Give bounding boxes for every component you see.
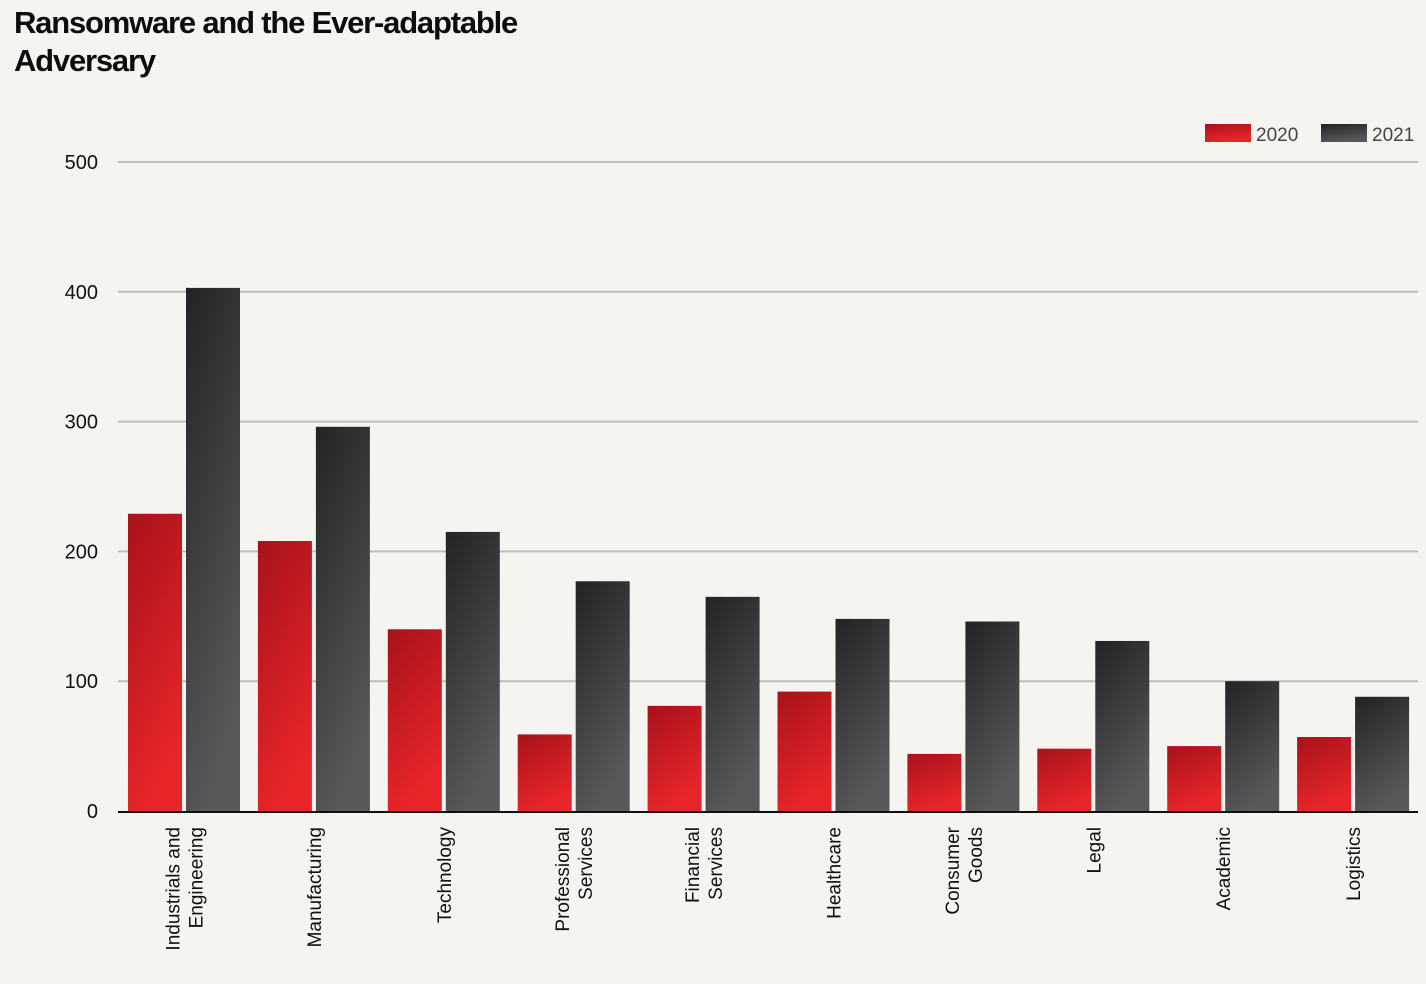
bar-2021-1 (315, 426, 370, 811)
category-label-line: Services (706, 827, 727, 900)
category-label-line: Financial (683, 827, 704, 903)
category-label-6: Consumer Goods (943, 826, 987, 914)
category-label-7: Legal (1084, 827, 1105, 874)
bars (128, 287, 1410, 811)
category-label-line: Academic (1214, 827, 1235, 910)
y-tick-label: 300 (65, 412, 98, 434)
chart-title: Ransomware and the Ever-adaptable Advers… (14, 4, 518, 80)
legend-label: 2021 (1372, 125, 1414, 146)
category-label-4: Financial Services (683, 827, 727, 903)
bar-2021-4 (705, 596, 760, 811)
bar-2020-3 (517, 734, 572, 811)
category-label-1: Manufacturing (305, 827, 326, 947)
chart-title-line-1: Ransomware and the Ever-adaptable (14, 5, 518, 40)
bar-2021-9 (1355, 696, 1410, 811)
legend-label: 2020 (1256, 125, 1298, 146)
category-label-line: Professional (553, 827, 574, 932)
y-tick-label: 100 (65, 671, 98, 693)
bar-2021-6 (965, 621, 1020, 811)
bar-2020-2 (387, 629, 442, 811)
bar-2020-9 (1297, 737, 1352, 811)
bar-2020-4 (647, 705, 702, 811)
category-label-line: Consumer (943, 826, 964, 914)
legend-item-2021: 2021 (1321, 124, 1414, 146)
category-label-line: Services (576, 827, 597, 900)
legend-item-2020: 2020 (1205, 124, 1298, 146)
category-label-3: Professional Services (553, 827, 597, 932)
y-tick-label: 0 (87, 801, 98, 823)
bar-2020-0 (128, 513, 182, 811)
bar-2020-6 (907, 753, 962, 811)
category-label-line: Engineering (187, 827, 208, 928)
y-axis-ticks: 0 100 200 300 400 500 (65, 152, 98, 823)
bar-2021-8 (1225, 681, 1280, 811)
category-label-line: Healthcare (825, 827, 846, 919)
category-label-line: Goods (966, 827, 987, 883)
category-label-2: Technology (435, 827, 456, 924)
gridlines (118, 161, 1418, 683)
category-label-9: Logistics (1344, 827, 1365, 901)
category-label-5: Healthcare (825, 827, 846, 919)
bar-2021-0 (186, 287, 240, 811)
y-tick-label: 500 (65, 152, 98, 174)
category-label-line: Legal (1084, 827, 1105, 874)
bar-2021-7 (1095, 640, 1150, 811)
bar-2020-1 (257, 541, 312, 811)
category-label-8: Academic (1214, 827, 1235, 910)
y-tick-label: 200 (65, 541, 98, 563)
bar-2021-2 (445, 531, 500, 811)
category-label-line: Manufacturing (305, 827, 326, 947)
chart-title-line-2: Adversary (14, 43, 156, 78)
bar-2020-8 (1167, 746, 1222, 811)
legend-swatch (1321, 124, 1367, 142)
category-label-line: Industrials and (164, 827, 185, 951)
category-labels: Industrials and Engineering Manufacturing T… (164, 826, 1366, 950)
legend-swatch (1205, 124, 1251, 142)
category-label-0: Industrials and Engineering (164, 827, 208, 951)
bar-2020-7 (1037, 748, 1092, 811)
bar-2020-5 (777, 691, 832, 811)
y-tick-label: 400 (65, 282, 98, 304)
category-label-line: Logistics (1344, 827, 1365, 901)
bar-2021-3 (575, 581, 630, 811)
legend: 2020 2021 (1205, 124, 1414, 146)
bar-2021-5 (835, 618, 890, 811)
category-label-line: Technology (435, 827, 456, 924)
